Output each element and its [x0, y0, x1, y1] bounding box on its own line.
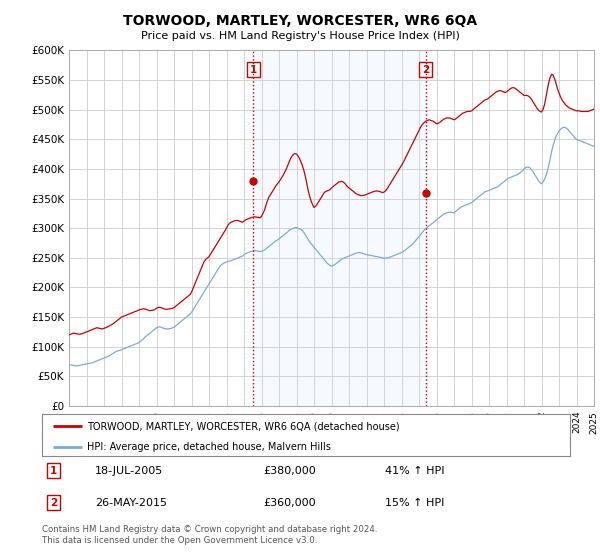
Text: TORWOOD, MARTLEY, WORCESTER, WR6 6QA: TORWOOD, MARTLEY, WORCESTER, WR6 6QA: [123, 14, 477, 28]
Text: TORWOOD, MARTLEY, WORCESTER, WR6 6QA (detached house): TORWOOD, MARTLEY, WORCESTER, WR6 6QA (de…: [87, 421, 400, 431]
Text: 26-MAY-2015: 26-MAY-2015: [95, 498, 167, 508]
Text: 2: 2: [50, 498, 57, 508]
Text: £380,000: £380,000: [264, 465, 317, 475]
Text: Contains HM Land Registry data © Crown copyright and database right 2024.
This d: Contains HM Land Registry data © Crown c…: [42, 525, 377, 545]
Text: 18-JUL-2005: 18-JUL-2005: [95, 465, 163, 475]
Text: 41% ↑ HPI: 41% ↑ HPI: [385, 465, 445, 475]
Text: 15% ↑ HPI: 15% ↑ HPI: [385, 498, 445, 508]
Bar: [253, 50, 425, 406]
Text: 2: 2: [422, 64, 429, 74]
Text: £360,000: £360,000: [264, 498, 316, 508]
Text: 1: 1: [50, 465, 57, 475]
Text: Price paid vs. HM Land Registry's House Price Index (HPI): Price paid vs. HM Land Registry's House …: [140, 31, 460, 41]
Text: 1: 1: [250, 64, 257, 74]
Text: HPI: Average price, detached house, Malvern Hills: HPI: Average price, detached house, Malv…: [87, 442, 331, 452]
